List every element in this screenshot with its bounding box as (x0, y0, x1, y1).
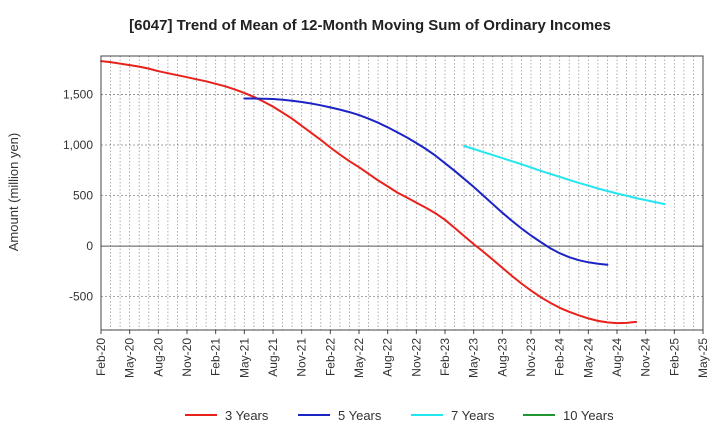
x-tick-label: Nov-22 (409, 338, 423, 377)
x-tick-label: Aug-20 (151, 338, 165, 377)
x-tick-label: Aug-21 (266, 338, 280, 377)
series-line-7-years (463, 145, 666, 206)
x-tick-label: May-21 (237, 338, 251, 378)
x-tick-label: Nov-24 (639, 338, 653, 377)
x-tick-label: Feb-20 (94, 338, 108, 376)
x-tick-label: Nov-23 (524, 338, 538, 377)
legend-label: 3 Years (225, 408, 269, 423)
x-tick-label: May-20 (123, 338, 137, 378)
x-tick-label: May-24 (581, 338, 595, 378)
x-tick-label: Nov-21 (295, 338, 309, 377)
x-tick-label: Aug-23 (495, 338, 509, 377)
x-tick-label: Aug-24 (610, 338, 624, 377)
x-tick-label: Feb-23 (438, 338, 452, 376)
x-tick-label: Feb-24 (553, 338, 567, 376)
x-tick-label: Feb-21 (209, 338, 223, 376)
y-axis-label: Amount (million yen) (6, 133, 21, 252)
x-tick-label: Nov-20 (180, 338, 194, 377)
legend-label: 7 Years (451, 408, 495, 423)
legend-label: 10 Years (563, 408, 614, 423)
chart-title: [6047] Trend of Mean of 12-Month Moving … (129, 17, 611, 34)
series-line-3-years (100, 60, 638, 325)
x-tick-label: May-25 (696, 338, 710, 378)
y-tick-label: -500 (69, 290, 93, 304)
y-tick-label: 1,000 (63, 138, 93, 152)
x-tick-label: Feb-22 (323, 338, 337, 376)
plot-frame (100, 55, 704, 331)
x-tick-label: Aug-22 (381, 338, 395, 377)
y-tick-label: 1,500 (63, 87, 93, 101)
legend-label: 5 Years (338, 408, 382, 423)
y-tick-label: 0 (86, 239, 93, 253)
x-tick-label: May-23 (467, 338, 481, 378)
series-line-5-years (243, 97, 609, 266)
series-lines (100, 60, 666, 325)
grid (101, 56, 703, 330)
x-tick-label: Feb-25 (667, 338, 681, 376)
x-tick-label: May-22 (352, 338, 366, 378)
y-axis-ticks: -500 0 500 1,000 1,500 (63, 87, 93, 303)
legend: 3 Years 5 Years 7 Years 10 Years (185, 408, 614, 423)
x-axis-ticks: Feb-20 May-20 Aug-20 Nov-20 Feb-21 May-21 Aug-… (94, 330, 710, 378)
y-tick-label: 500 (73, 189, 93, 203)
